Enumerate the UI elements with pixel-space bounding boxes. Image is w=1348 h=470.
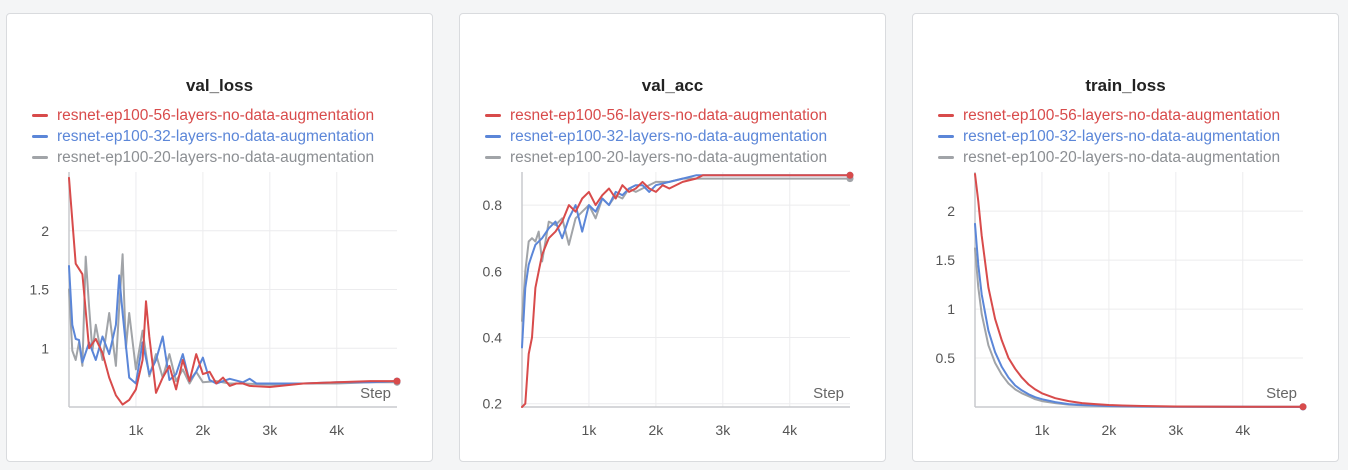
x-tick-label: 4k (329, 422, 345, 438)
legend-swatch (32, 114, 48, 117)
legend-swatch (485, 114, 501, 117)
series-endpoint (393, 377, 401, 385)
legend-label: resnet-ep100-32-layers-no-data-augmentat… (510, 127, 828, 145)
legend-item[interactable]: resnet-ep100-20-layers-no-data-augmentat… (32, 147, 374, 168)
legend-swatch (938, 114, 954, 117)
series-line (974, 247, 1304, 408)
legend-swatch (938, 135, 954, 138)
legend-swatch (938, 156, 954, 159)
legend-swatch (32, 135, 48, 138)
legend-item[interactable]: resnet-ep100-56-layers-no-data-augmentat… (938, 105, 1280, 126)
legend-label: resnet-ep100-56-layers-no-data-augmentat… (963, 106, 1281, 124)
y-tick-label: 1 (947, 301, 955, 317)
y-tick-label: 0.4 (483, 329, 503, 345)
legend-item[interactable]: resnet-ep100-56-layers-no-data-augmentat… (32, 105, 374, 126)
chart-title: train_loss (1085, 76, 1166, 95)
chart-panel-train-loss[interactable]: train_loss resnet-ep100-56-layers-no-dat… (912, 13, 1339, 462)
chart-plot-area[interactable]: 1 1.5 2 1k 2k 3k 4k Step (7, 14, 433, 462)
chart-legend: resnet-ep100-56-layers-no-data-augmentat… (32, 105, 374, 168)
chart-legend: resnet-ep100-56-layers-no-data-augmentat… (938, 105, 1280, 168)
legend-item[interactable]: resnet-ep100-32-layers-no-data-augmentat… (938, 126, 1280, 147)
x-tick-label: 1k (1035, 422, 1051, 438)
x-axis-label: Step (813, 385, 844, 402)
chart-legend: resnet-ep100-56-layers-no-data-augmentat… (485, 105, 827, 168)
y-tick-label: 0.2 (483, 396, 503, 412)
x-tick-label: 3k (1168, 422, 1184, 438)
x-tick-label: 2k (648, 422, 664, 438)
legend-item[interactable]: resnet-ep100-56-layers-no-data-augmentat… (485, 105, 827, 126)
chart-plot-area[interactable]: 0.2 0.4 0.6 0.8 1k 2k 3k 4k Step (460, 14, 886, 462)
x-tick-label: 1k (129, 422, 145, 438)
x-axis-label: Step (360, 385, 391, 402)
legend-label: resnet-ep100-32-layers-no-data-augmentat… (57, 127, 375, 145)
legend-item[interactable]: resnet-ep100-20-layers-no-data-augmentat… (485, 147, 827, 168)
y-tick-label: 1.5 (30, 282, 50, 298)
chart-title: val_loss (185, 76, 254, 95)
x-tick-label: 4k (1235, 422, 1251, 438)
x-tick-label: 2k (195, 422, 211, 438)
series-endpoint (846, 171, 854, 179)
legend-item[interactable]: resnet-ep100-32-layers-no-data-augmentat… (32, 126, 374, 147)
legend-swatch (485, 156, 501, 159)
legend-label: resnet-ep100-20-layers-no-data-augmentat… (510, 148, 828, 166)
legend-label: resnet-ep100-56-layers-no-data-augmentat… (57, 106, 375, 124)
chart-panel-val-loss[interactable]: val_loss resnet-ep100-56-layers-no-data-… (6, 13, 433, 462)
series-line (68, 253, 398, 386)
series-line (521, 174, 851, 349)
chart-plot-area[interactable]: 0.5 1 1.5 2 1k 2k 3k 4k Step (913, 14, 1339, 462)
x-tick-label: 4k (782, 422, 798, 438)
y-tick-label: 0.8 (483, 197, 503, 213)
legend-label: resnet-ep100-56-layers-no-data-augmentat… (510, 106, 828, 124)
series-line (68, 176, 398, 406)
series-line (68, 265, 398, 385)
x-tick-label: 1k (582, 422, 598, 438)
series-line (974, 173, 1304, 408)
series-line (521, 174, 851, 408)
x-tick-label: 3k (715, 422, 731, 438)
series-line (521, 177, 851, 322)
legend-item[interactable]: resnet-ep100-20-layers-no-data-augmentat… (938, 147, 1280, 168)
legend-item[interactable]: resnet-ep100-32-layers-no-data-augmentat… (485, 126, 827, 147)
legend-swatch (32, 156, 48, 159)
y-tick-label: 1 (41, 340, 49, 356)
series-endpoint (1299, 403, 1307, 411)
y-tick-label: 2 (41, 223, 49, 239)
x-axis-label: Step (1266, 385, 1297, 402)
y-tick-label: 0.5 (936, 350, 956, 366)
legend-label: resnet-ep100-32-layers-no-data-augmentat… (963, 127, 1281, 145)
x-tick-label: 2k (1101, 422, 1117, 438)
legend-label: resnet-ep100-20-layers-no-data-augmentat… (963, 148, 1281, 166)
chart-panel-val-acc[interactable]: val_acc resnet-ep100-56-layers-no-data-a… (459, 13, 886, 462)
chart-title: val_acc (641, 76, 704, 95)
y-tick-label: 1.5 (936, 252, 956, 268)
y-tick-label: 2 (947, 203, 955, 219)
x-tick-label: 3k (262, 422, 278, 438)
legend-swatch (485, 135, 501, 138)
legend-label: resnet-ep100-20-layers-no-data-augmentat… (57, 148, 375, 166)
y-tick-label: 0.6 (483, 263, 503, 279)
